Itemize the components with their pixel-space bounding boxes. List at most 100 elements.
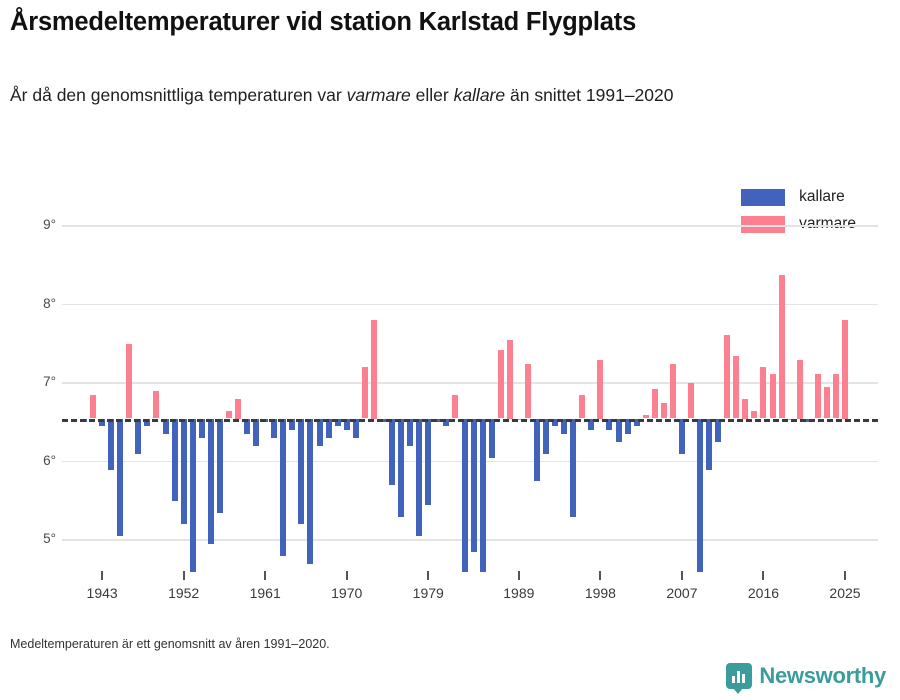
- x-axis-tick-label: 1989: [503, 585, 535, 601]
- bar-2017[interactable]: [769, 373, 776, 419]
- bar-1973[interactable]: [370, 320, 377, 419]
- bar-2021[interactable]: [805, 418, 812, 423]
- bar-1952[interactable]: [180, 418, 187, 525]
- bar-2019[interactable]: [787, 418, 794, 420]
- bar-1965[interactable]: [298, 418, 305, 525]
- newsworthy-logo: Newsworthy: [726, 663, 886, 694]
- bar-1959[interactable]: [244, 418, 251, 435]
- bar-1986[interactable]: [488, 418, 495, 458]
- bar-1975[interactable]: [389, 418, 396, 486]
- bar-2009[interactable]: [697, 418, 704, 572]
- bar-2020[interactable]: [796, 359, 803, 419]
- bar-1946[interactable]: [126, 343, 133, 419]
- legend-item-varmare[interactable]: varmare: [741, 215, 856, 233]
- bar-1954[interactable]: [198, 418, 205, 439]
- bar-1964[interactable]: [289, 418, 296, 431]
- x-axis-tick-label: 1979: [412, 585, 444, 601]
- bar-2003[interactable]: [642, 414, 649, 419]
- bar-1941[interactable]: [81, 418, 87, 423]
- bar-1994[interactable]: [561, 418, 568, 435]
- bar-2007[interactable]: [678, 418, 685, 454]
- bar-2018[interactable]: [778, 274, 785, 419]
- bar-2022[interactable]: [814, 373, 821, 419]
- bar-1969[interactable]: [334, 418, 341, 427]
- bar-2015[interactable]: [751, 410, 758, 419]
- bar-1981[interactable]: [443, 418, 450, 427]
- bar-1977[interactable]: [407, 418, 414, 446]
- bar-2000[interactable]: [615, 418, 622, 443]
- bar-1978[interactable]: [416, 418, 423, 537]
- x-axis-tick-label: 1943: [86, 585, 118, 601]
- bar-1985[interactable]: [479, 418, 486, 572]
- bar-1944[interactable]: [108, 418, 115, 470]
- legend-item-kallare[interactable]: kallare: [741, 188, 856, 206]
- y-axis-tick-label: 7°: [43, 374, 56, 390]
- bar-1990[interactable]: [524, 363, 531, 419]
- bar-1997[interactable]: [588, 418, 595, 431]
- x-axis-tick-mark: [599, 571, 602, 580]
- bar-2024[interactable]: [832, 373, 839, 419]
- bar-1958[interactable]: [235, 398, 241, 419]
- bar-1974[interactable]: [379, 418, 386, 423]
- bar-1942[interactable]: [90, 394, 97, 419]
- bar-1971[interactable]: [352, 418, 359, 439]
- bar-2008[interactable]: [687, 383, 694, 419]
- bar-2014[interactable]: [742, 398, 749, 419]
- page-subtitle: År då den genomsnittliga temperaturen va…: [10, 80, 850, 110]
- bar-1943[interactable]: [99, 418, 106, 427]
- bar-2002[interactable]: [633, 418, 640, 427]
- bar-1992[interactable]: [543, 418, 550, 454]
- bar-1945[interactable]: [117, 418, 124, 537]
- bar-1948[interactable]: [144, 418, 151, 427]
- bar-1951[interactable]: [171, 418, 178, 501]
- bar-1960[interactable]: [253, 418, 260, 446]
- bar-1984[interactable]: [470, 418, 477, 552]
- bar-1991[interactable]: [533, 418, 540, 482]
- bar-2006[interactable]: [669, 363, 676, 419]
- x-axis-tick-mark: [182, 571, 185, 580]
- bar-1996[interactable]: [579, 394, 586, 419]
- bar-2016[interactable]: [760, 367, 767, 419]
- bar-1947[interactable]: [135, 418, 142, 454]
- bar-1998[interactable]: [597, 359, 604, 419]
- bar-1956[interactable]: [216, 418, 223, 513]
- bar-2011[interactable]: [715, 418, 722, 443]
- bar-1993[interactable]: [552, 418, 559, 427]
- bar-1983[interactable]: [461, 418, 468, 572]
- bar-2013[interactable]: [733, 355, 740, 419]
- y-axis-tick-label: 9°: [43, 217, 56, 233]
- bar-1980[interactable]: [434, 418, 441, 423]
- bar-1968[interactable]: [325, 418, 332, 439]
- bar-1949[interactable]: [153, 391, 160, 419]
- bar-1950[interactable]: [162, 418, 169, 435]
- bar-2012[interactable]: [724, 334, 731, 419]
- bar-1957[interactable]: [225, 410, 232, 419]
- bar-1966[interactable]: [307, 418, 314, 564]
- bar-1972[interactable]: [361, 367, 368, 419]
- x-axis-tick-label: 2007: [666, 585, 698, 601]
- bar-2025[interactable]: [842, 320, 848, 419]
- bar-2001[interactable]: [624, 418, 631, 435]
- bar-1970[interactable]: [343, 418, 350, 431]
- bar-1955[interactable]: [207, 418, 214, 545]
- bar-1987[interactable]: [497, 350, 504, 419]
- bar-1976[interactable]: [398, 418, 405, 517]
- bar-2023[interactable]: [823, 387, 830, 419]
- bar-1989[interactable]: [515, 418, 522, 420]
- bar-1982[interactable]: [452, 394, 459, 419]
- bar-1999[interactable]: [606, 418, 613, 431]
- bar-2010[interactable]: [706, 418, 713, 470]
- bar-2005[interactable]: [660, 402, 667, 419]
- bar-1961[interactable]: [262, 418, 269, 423]
- bar-1979[interactable]: [425, 418, 432, 505]
- bar-1967[interactable]: [316, 418, 323, 446]
- bar-1963[interactable]: [280, 418, 287, 556]
- bar-1988[interactable]: [506, 340, 513, 419]
- bar-1953[interactable]: [189, 418, 196, 572]
- x-axis-tick-mark: [101, 571, 104, 580]
- bar-1995[interactable]: [570, 418, 577, 517]
- bar-2004[interactable]: [651, 389, 658, 419]
- bar-1962[interactable]: [271, 418, 278, 439]
- x-axis-tick-label: 2016: [747, 585, 780, 601]
- gridline-7°: [62, 382, 878, 384]
